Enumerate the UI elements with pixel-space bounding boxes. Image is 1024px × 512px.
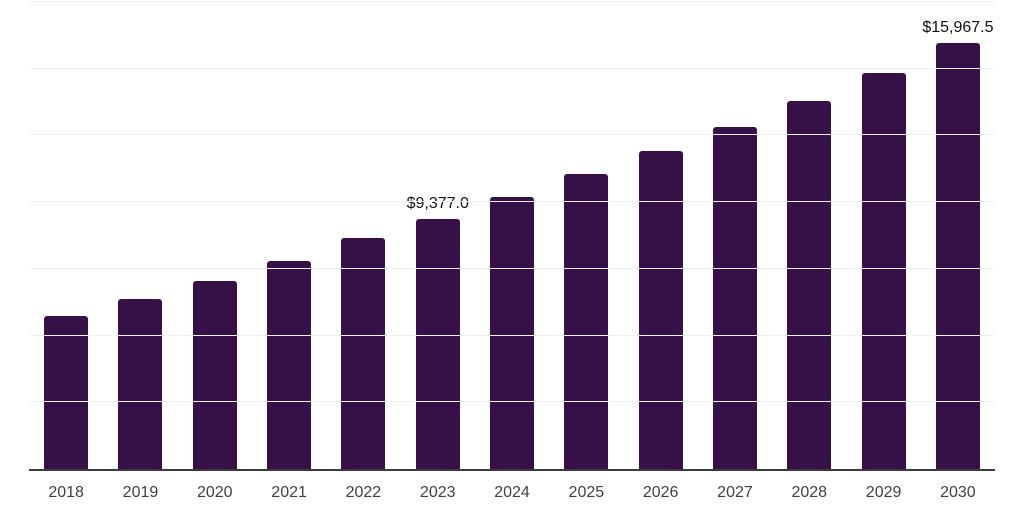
gridline: [29, 267, 995, 269]
x-tick-label-2030: 2030: [940, 484, 976, 501]
bar-slot-2022: [326, 2, 400, 469]
x-tick-label-2026: 2026: [642, 484, 679, 501]
bar-2024: [490, 196, 535, 469]
bar-2023: [415, 218, 460, 469]
bar-2021: [267, 261, 312, 469]
x-tick-label-2022: 2022: [345, 484, 382, 501]
x-axis-labels: 2018 2019 2020 2021 2022 2023 2024 2025 2026 2027…: [29, 484, 995, 502]
gridline: [29, 67, 995, 69]
bar-slot-2021: [252, 2, 326, 469]
bar-2028: [787, 101, 832, 469]
x-tick-label-2023: 2023: [419, 484, 456, 501]
bar-value-label-2023: $9,377.0: [406, 195, 469, 213]
bar-slot-2024: [475, 2, 549, 469]
bar-slot-2028: [772, 2, 846, 469]
bar-value-label-2030: $15,967.5: [922, 19, 994, 37]
gridline: [29, 334, 995, 336]
bar-slot-2018: [29, 2, 103, 469]
x-tick-label-2021: 2021: [271, 484, 307, 501]
gridline: [29, 1, 995, 2]
bar-slot-2025: [549, 2, 623, 469]
bar-slot-2029: [846, 2, 920, 469]
x-tick-label-2027: 2027: [717, 484, 753, 501]
bar-slots: $9,377.0 $15,967.5: [29, 2, 995, 469]
x-tick-label-2025: 2025: [568, 484, 605, 501]
bar-2020: [192, 281, 237, 469]
bar-2029: [861, 72, 906, 469]
x-tick-label-2028: 2028: [791, 484, 828, 501]
bar-2030: [935, 42, 980, 469]
bar-slot-2023: $9,377.0: [401, 2, 475, 469]
bar-2019: [118, 299, 163, 469]
bar-slot-2027: [698, 2, 772, 469]
x-tick-label-2029: 2029: [865, 484, 902, 501]
bar-slot-2026: [624, 2, 698, 469]
bar-2026: [638, 150, 683, 469]
x-tick-label-2018: 2018: [48, 484, 84, 501]
bar-2022: [341, 238, 386, 469]
bar-slot-2019: [103, 2, 177, 469]
bar-2027: [712, 126, 757, 469]
plot-area: $9,377.0 $15,967.5: [29, 1, 995, 469]
x-tick-label-2024: 2024: [494, 484, 530, 501]
bar-slot-2020: [178, 2, 252, 469]
x-axis-line: [29, 469, 995, 471]
bar-2025: [564, 173, 609, 469]
bar-slot-2030: $15,967.5: [921, 2, 995, 469]
x-tick-label-2019: 2019: [122, 484, 159, 501]
gridline: [29, 134, 995, 136]
gridline: [29, 401, 995, 403]
x-tick-label-2020: 2020: [196, 484, 233, 501]
gridline: [29, 201, 995, 203]
bar-2018: [44, 315, 89, 469]
